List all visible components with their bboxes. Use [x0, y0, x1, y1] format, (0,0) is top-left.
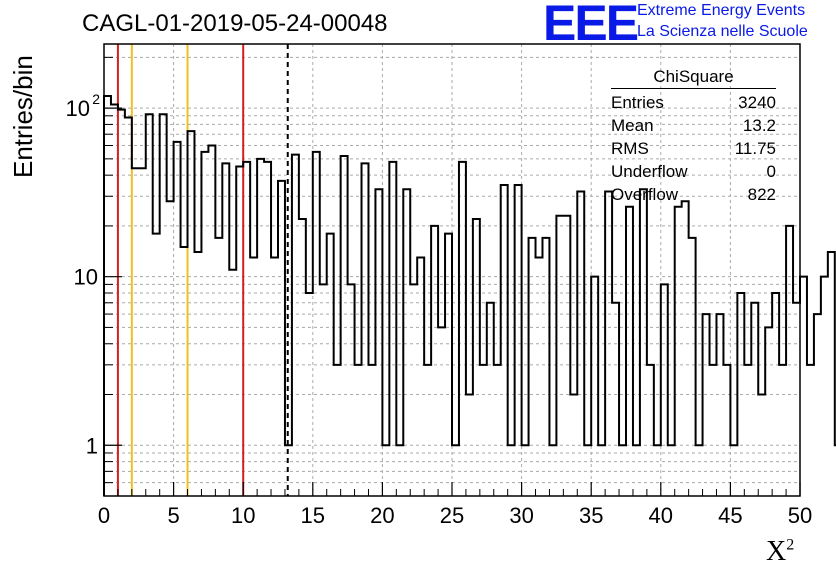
x-tick-label: 25: [440, 503, 464, 528]
x-tick-label: 30: [509, 503, 533, 528]
y-tick-label: 10: [66, 96, 90, 121]
stats-value: 13.2: [742, 116, 776, 135]
stats-label: Entries: [611, 93, 664, 112]
histogram-series: [103, 94, 836, 496]
stats-label: Overflow: [611, 185, 679, 204]
histogram-line: [103, 94, 836, 496]
eee-logo: EEE: [543, 0, 639, 51]
y-tick-label: 1: [86, 433, 98, 458]
x-tick-label: 0: [98, 503, 110, 528]
stats-title: ChiSquare: [611, 67, 776, 89]
x-tick-label: 50: [788, 503, 812, 528]
x-tick-label: 15: [301, 503, 325, 528]
stats-row-overflow: Overflow 822: [611, 183, 776, 206]
x-tick-label: 10: [231, 503, 255, 528]
x-axis-label: X2: [766, 536, 794, 568]
x-tick-label: 20: [370, 503, 394, 528]
x-tick-label: 40: [649, 503, 673, 528]
logo-caption-line1: Extreme Energy Events: [637, 2, 806, 19]
stats-value: 11.75: [734, 139, 776, 158]
logo-caption-line2: La Scienza nelle Scuole: [637, 23, 808, 40]
y-tick-label-sup: 2: [92, 91, 100, 107]
stats-row-rms: RMS 11.75: [611, 137, 776, 160]
stats-label: Mean: [611, 116, 654, 135]
stats-label: Underflow: [611, 162, 688, 181]
vertical-marker-lines: [116, 44, 289, 496]
chart-title: CAGL-01-2019-05-24-00048: [82, 10, 388, 37]
x-tick-label: 45: [718, 503, 742, 528]
x-axis-label-sup: 2: [786, 536, 795, 554]
x-axis-label-text: X: [766, 536, 787, 567]
y-tick-label: 10: [74, 265, 98, 290]
stats-row-underflow: Underflow 0: [611, 160, 776, 183]
x-tick-label: 35: [579, 503, 603, 528]
stats-label: RMS: [611, 139, 649, 158]
x-tick-label: 5: [167, 503, 179, 528]
stats-row-mean: Mean 13.2: [611, 114, 776, 137]
stats-value: 0: [766, 162, 776, 181]
stats-row-entries: Entries 3240: [611, 91, 776, 114]
stats-value: 3240: [738, 93, 776, 112]
stats-value: 822: [747, 185, 776, 204]
grid-layer: [104, 44, 800, 496]
stats-box: ChiSquare Entries 3240 Mean 13.2 RMS 11.75 …: [611, 67, 776, 206]
